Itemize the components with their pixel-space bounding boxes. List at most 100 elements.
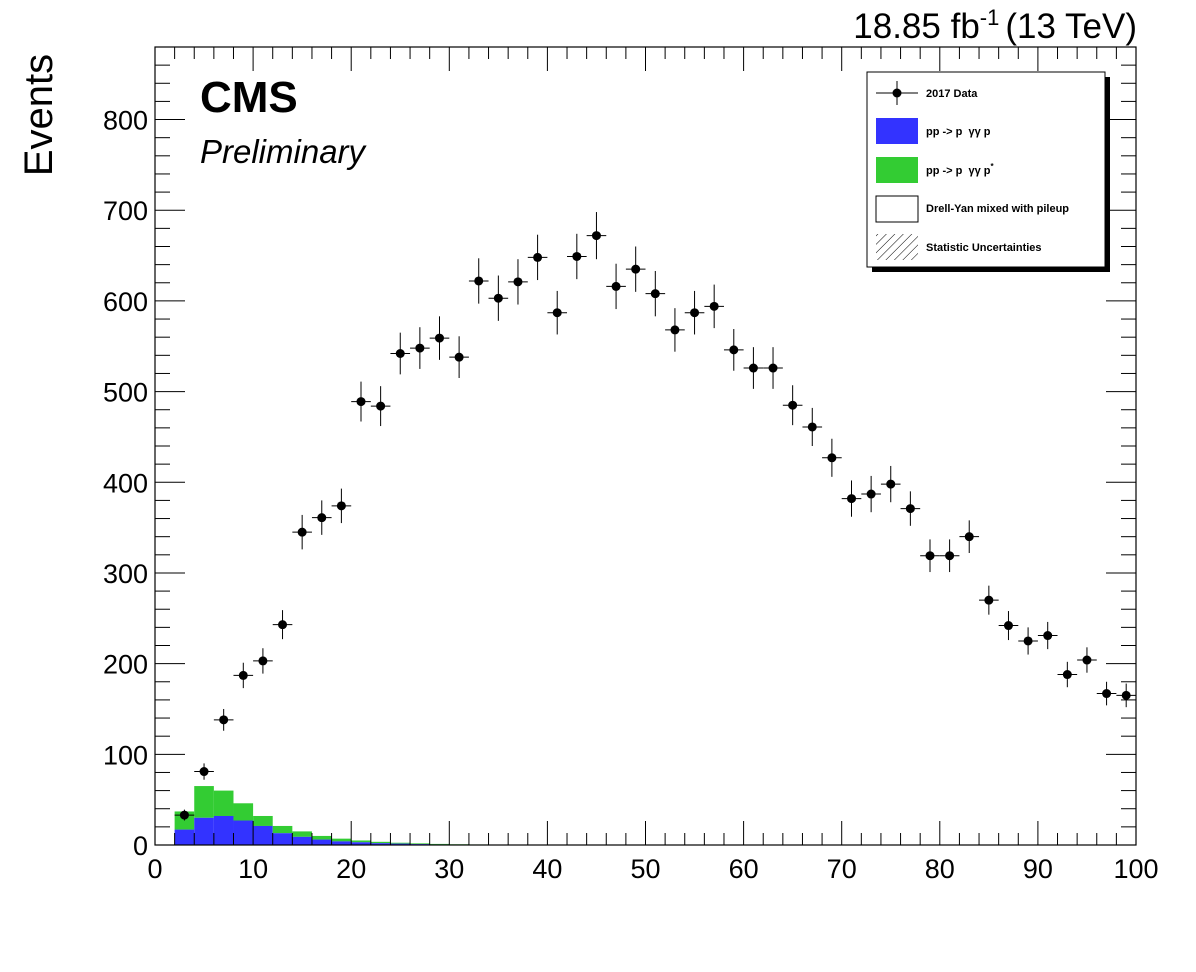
data-marker bbox=[199, 767, 209, 777]
data-marker bbox=[258, 656, 268, 666]
legend-label-data: 2017 Data bbox=[926, 88, 978, 100]
legend-swatch-uncertainty bbox=[876, 234, 918, 260]
data-marker bbox=[690, 308, 700, 318]
y-tick-label: 800 bbox=[103, 106, 148, 136]
data-marker bbox=[552, 308, 562, 318]
bar-inelastic bbox=[292, 831, 312, 837]
data-marker bbox=[611, 281, 621, 291]
data-point bbox=[841, 480, 862, 517]
data-marker bbox=[395, 349, 405, 359]
data-marker bbox=[709, 301, 719, 311]
x-tick-label: 100 bbox=[1113, 854, 1158, 884]
data-marker bbox=[591, 231, 601, 241]
data-point bbox=[311, 500, 332, 535]
data-marker bbox=[729, 345, 739, 355]
data-marker bbox=[1023, 636, 1033, 646]
data-marker bbox=[219, 715, 229, 725]
data-point bbox=[488, 275, 509, 321]
data-marker bbox=[807, 422, 817, 432]
bar-elastic bbox=[370, 843, 391, 845]
x-tick-label: 30 bbox=[434, 854, 464, 884]
data-marker bbox=[945, 551, 955, 561]
legend-swatch-inelastic bbox=[876, 157, 918, 183]
data-point bbox=[213, 708, 234, 731]
data-point bbox=[370, 386, 391, 427]
bar-elastic bbox=[213, 815, 234, 845]
bar-inelastic bbox=[253, 815, 273, 826]
data-marker bbox=[827, 453, 837, 463]
bar-inelastic bbox=[429, 843, 450, 845]
legend-label-inelastic: pp -> p γγ p* bbox=[926, 162, 994, 177]
data-point bbox=[861, 475, 881, 513]
data-marker bbox=[1003, 621, 1013, 631]
data-marker bbox=[964, 532, 974, 542]
bar-elastic bbox=[292, 836, 312, 845]
bar-elastic bbox=[272, 833, 293, 845]
data-marker bbox=[1121, 690, 1131, 700]
data-point bbox=[390, 332, 411, 375]
data-point bbox=[723, 329, 744, 371]
data-marker bbox=[748, 363, 758, 373]
data-marker bbox=[631, 264, 641, 274]
data-marker bbox=[1082, 655, 1092, 665]
data-point bbox=[351, 381, 371, 422]
preliminary-label: Preliminary bbox=[200, 133, 368, 170]
data-point bbox=[527, 234, 548, 281]
cms-label: CMS bbox=[200, 73, 298, 122]
data-marker bbox=[925, 551, 935, 561]
data-point bbox=[939, 539, 960, 573]
data-point bbox=[586, 212, 607, 260]
data-point bbox=[1116, 683, 1136, 708]
y-tick-label: 200 bbox=[103, 650, 148, 680]
data-point bbox=[547, 290, 568, 335]
bar-elastic bbox=[351, 842, 371, 845]
luminosity-label: 18.85 fb-1 (13 TeV) bbox=[853, 5, 1137, 46]
data-point bbox=[959, 520, 980, 554]
data-marker bbox=[493, 293, 503, 303]
data-marker bbox=[788, 400, 798, 410]
data-marker bbox=[650, 289, 660, 299]
y-tick-label: 0 bbox=[133, 831, 148, 861]
bar-elastic bbox=[390, 843, 411, 845]
legend-entry-data: 2017 Data bbox=[876, 81, 978, 105]
data-point bbox=[1018, 627, 1038, 655]
data-point bbox=[763, 347, 783, 389]
bar-inelastic bbox=[233, 803, 254, 821]
bar-inelastic bbox=[351, 840, 371, 843]
data-marker bbox=[886, 479, 896, 489]
data-marker bbox=[984, 595, 994, 605]
legend-entry-drell-yan: Drell-Yan mixed with pileup bbox=[875, 195, 1069, 223]
data-marker bbox=[866, 489, 876, 499]
data-marker bbox=[336, 501, 346, 511]
data-point bbox=[822, 438, 842, 477]
data-points bbox=[174, 212, 1136, 821]
data-marker bbox=[297, 527, 307, 537]
bar-elastic bbox=[311, 839, 332, 845]
data-marker bbox=[454, 352, 464, 362]
x-tick-label: 50 bbox=[630, 854, 660, 884]
bar-elastic bbox=[331, 841, 352, 845]
data-marker bbox=[670, 325, 680, 335]
y-tick-label: 400 bbox=[103, 468, 148, 498]
bar-inelastic bbox=[213, 790, 234, 816]
data-marker bbox=[1102, 689, 1112, 699]
y-tick-label: 100 bbox=[103, 740, 148, 770]
data-point bbox=[645, 270, 666, 317]
legend-entry-elastic: pp -> p γγ p bbox=[876, 118, 991, 144]
data-point bbox=[743, 347, 764, 389]
data-point bbox=[625, 246, 646, 292]
bar-inelastic bbox=[272, 825, 293, 834]
x-tick-label: 0 bbox=[147, 854, 162, 884]
data-point bbox=[508, 259, 528, 305]
data-marker bbox=[1062, 670, 1072, 680]
data-point bbox=[1037, 621, 1058, 650]
data-point bbox=[998, 611, 1019, 641]
y-tick-label: 300 bbox=[103, 559, 148, 589]
legend-swatch-elastic bbox=[876, 118, 918, 144]
data-marker bbox=[768, 363, 778, 373]
data-point bbox=[880, 465, 901, 503]
data-point bbox=[272, 610, 293, 640]
data-point bbox=[1077, 647, 1097, 673]
data-point bbox=[331, 488, 352, 524]
